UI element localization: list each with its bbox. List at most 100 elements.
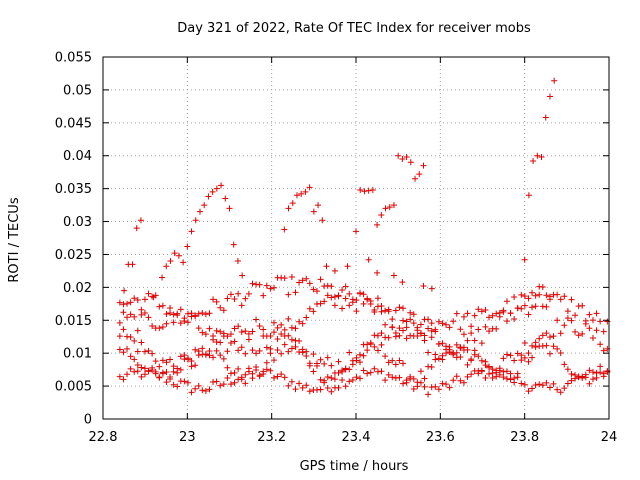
data-point xyxy=(278,371,285,378)
data-point xyxy=(521,381,528,388)
data-point xyxy=(253,316,260,323)
data-point xyxy=(536,335,543,342)
data-point xyxy=(403,154,410,161)
data-point xyxy=(156,363,163,370)
data-point xyxy=(414,324,421,331)
data-point xyxy=(281,326,288,333)
y-tick-label: 0.01 xyxy=(63,347,92,362)
data-point xyxy=(486,328,493,335)
data-point xyxy=(342,383,349,390)
data-point xyxy=(296,337,303,344)
data-point xyxy=(385,359,392,366)
data-point xyxy=(120,326,127,333)
data-point xyxy=(317,386,324,393)
data-point xyxy=(396,304,403,311)
data-point xyxy=(120,349,127,356)
data-point xyxy=(435,355,442,362)
data-point xyxy=(274,373,281,380)
data-point xyxy=(127,353,134,360)
data-point xyxy=(296,318,303,325)
data-point xyxy=(339,287,346,293)
data-point xyxy=(324,373,331,380)
data-point xyxy=(116,373,123,380)
data-point xyxy=(202,351,209,358)
data-point xyxy=(382,205,389,212)
data-point xyxy=(597,369,604,376)
data-point xyxy=(131,337,138,344)
data-point xyxy=(299,277,306,284)
data-point xyxy=(270,357,277,364)
data-point xyxy=(529,342,536,349)
data-point xyxy=(174,312,181,319)
data-point xyxy=(435,318,442,325)
data-point xyxy=(439,320,446,327)
data-point xyxy=(331,267,338,274)
data-point xyxy=(389,316,396,323)
data-point xyxy=(170,311,177,318)
data-point xyxy=(346,366,353,373)
data-point xyxy=(514,305,521,312)
data-point xyxy=(313,360,320,367)
data-point xyxy=(199,345,206,352)
data-point xyxy=(396,325,403,332)
data-point xyxy=(299,346,306,353)
data-point xyxy=(170,368,177,375)
data-point xyxy=(421,337,428,344)
x-tick-label: 23 xyxy=(179,430,196,445)
data-point xyxy=(486,314,493,321)
data-point xyxy=(260,292,267,299)
data-point xyxy=(360,300,367,307)
data-point xyxy=(493,325,500,332)
data-point xyxy=(346,290,353,297)
data-point xyxy=(133,225,140,232)
data-point xyxy=(367,300,374,307)
data-point xyxy=(267,285,274,292)
data-point xyxy=(432,383,439,390)
data-point xyxy=(181,378,188,385)
data-point xyxy=(210,379,217,386)
y-tick-label: 0.055 xyxy=(55,51,92,66)
data-point xyxy=(313,288,320,295)
data-point xyxy=(564,308,571,315)
data-point xyxy=(213,298,220,305)
data-point xyxy=(378,368,385,375)
data-point xyxy=(546,293,553,300)
data-point xyxy=(324,292,331,299)
data-point xyxy=(482,306,489,313)
data-point xyxy=(145,290,152,297)
data-point xyxy=(174,369,181,376)
data-point xyxy=(446,346,453,353)
data-point xyxy=(435,340,442,347)
data-point xyxy=(181,318,188,325)
data-point xyxy=(331,369,338,376)
data-point xyxy=(353,308,360,315)
data-point xyxy=(260,326,267,333)
data-point xyxy=(285,205,292,212)
y-tick-label: 0.035 xyxy=(55,182,92,197)
data-point xyxy=(260,332,267,339)
data-point xyxy=(298,190,305,197)
data-point xyxy=(199,329,206,336)
data-point xyxy=(412,175,419,182)
data-point xyxy=(543,303,550,310)
data-point xyxy=(180,259,187,266)
data-point xyxy=(353,374,360,381)
data-point xyxy=(256,281,263,288)
data-point xyxy=(514,370,521,377)
data-point xyxy=(353,297,360,304)
tick-labels-layer: 0 0.005 0.01 0.015 0.02 0.025 0.03 0.035 0.04 0.0… xyxy=(55,51,617,446)
data-point xyxy=(267,367,274,374)
data-point xyxy=(218,182,225,189)
data-point xyxy=(425,325,432,332)
data-point xyxy=(184,319,191,326)
data-point xyxy=(217,304,224,311)
data-point xyxy=(310,368,317,375)
data-point xyxy=(550,380,557,387)
data-point xyxy=(281,333,288,340)
data-point xyxy=(175,252,182,259)
data-point xyxy=(471,337,478,344)
data-point xyxy=(210,354,217,361)
data-point xyxy=(195,325,202,332)
data-point xyxy=(482,358,489,365)
data-point xyxy=(335,292,342,299)
